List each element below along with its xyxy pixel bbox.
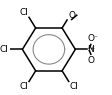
Text: ⁻: ⁻ bbox=[94, 34, 98, 43]
Text: O: O bbox=[88, 34, 95, 43]
Text: N: N bbox=[87, 45, 94, 54]
Text: O: O bbox=[68, 11, 75, 19]
Text: O: O bbox=[88, 56, 95, 65]
Text: +: + bbox=[89, 46, 94, 51]
Text: Cl: Cl bbox=[69, 82, 78, 91]
Text: Cl: Cl bbox=[0, 45, 9, 54]
Text: Cl: Cl bbox=[20, 8, 29, 17]
Text: Cl: Cl bbox=[20, 82, 29, 91]
